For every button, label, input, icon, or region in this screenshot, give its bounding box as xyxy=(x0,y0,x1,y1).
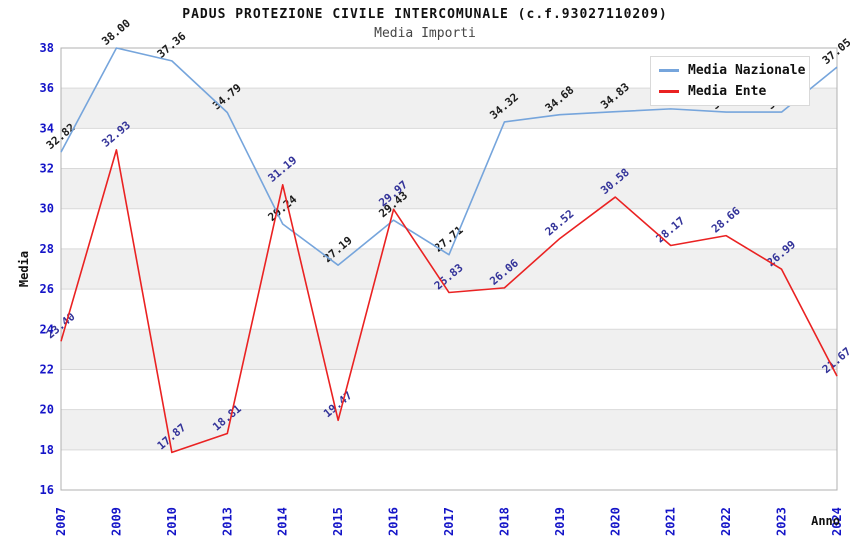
y-tick-label: 38 xyxy=(40,41,54,55)
y-tick-label: 30 xyxy=(40,202,54,216)
y-tick-label: 28 xyxy=(40,242,54,256)
x-tick-label: 2023 xyxy=(775,507,789,536)
x-tick-label: 2010 xyxy=(165,507,179,536)
grid-band xyxy=(61,248,837,290)
grid-band xyxy=(61,329,837,370)
chart-subtitle: Media Importi xyxy=(374,26,476,41)
data-point-label: 37.36 xyxy=(155,29,189,60)
x-tick-label: 2015 xyxy=(331,507,345,536)
y-tick-label: 20 xyxy=(40,403,54,417)
x-tick-label: 2007 xyxy=(54,507,68,536)
x-tick-label: 2016 xyxy=(387,507,401,536)
x-tick-label: 2020 xyxy=(608,507,622,536)
y-axis-title: Media xyxy=(17,250,31,288)
x-tick-label: 2021 xyxy=(664,507,678,536)
x-tick-label: 2024 xyxy=(830,507,844,536)
legend-line-swatch-nazionale xyxy=(659,69,679,72)
x-tick-label: 2018 xyxy=(497,507,511,536)
chart-title: PADUS PROTEZIONE CIVILE INTERCOMUNALE (c… xyxy=(182,7,668,22)
x-tick-label: 2019 xyxy=(553,507,567,536)
data-point-label: 38.00 xyxy=(99,17,133,48)
x-tick-label: 2022 xyxy=(719,507,733,536)
legend: Media Nazionale Media Ente xyxy=(650,56,810,106)
y-tick-label: 32 xyxy=(40,162,54,176)
y-tick-label: 18 xyxy=(40,443,54,457)
legend-item-media-ente: Media Ente xyxy=(651,81,809,102)
y-tick-label: 22 xyxy=(40,362,54,376)
legend-label-media-nazionale: Media Nazionale xyxy=(688,63,806,78)
y-tick-label: 36 xyxy=(40,81,54,95)
x-axis-title: Anno xyxy=(811,514,840,528)
legend-label-media-ente: Media Ente xyxy=(688,84,767,99)
data-point-label: 37.05 xyxy=(820,36,850,67)
x-tick-label: 2017 xyxy=(442,507,456,536)
x-tick-label: 2014 xyxy=(276,507,290,536)
plot-border xyxy=(60,47,838,491)
series-line-media-nazionale xyxy=(60,47,838,266)
y-tick-label: 24 xyxy=(40,322,54,336)
data-point-label: 28.17 xyxy=(654,214,688,245)
legend-item-media-nazionale: Media Nazionale xyxy=(651,60,809,81)
x-tick-label: 2009 xyxy=(109,507,123,536)
series-line-media-ente xyxy=(60,149,838,454)
legend-line-swatch-ente xyxy=(659,90,679,93)
x-tick-label: 2013 xyxy=(220,507,234,536)
y-tick-label: 26 xyxy=(40,282,54,296)
data-point-label: 28.52 xyxy=(543,207,577,238)
y-tick-label: 16 xyxy=(40,483,54,497)
grid-band xyxy=(61,168,837,209)
grid-band xyxy=(61,409,837,450)
y-tick-label: 34 xyxy=(40,121,54,135)
